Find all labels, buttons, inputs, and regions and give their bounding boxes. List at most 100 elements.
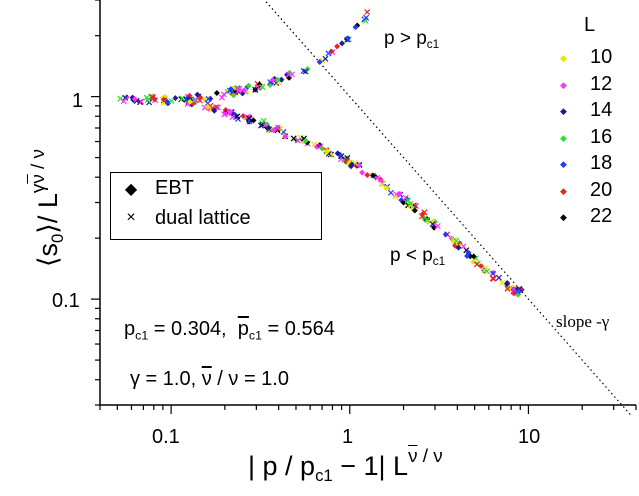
- size-legend-label: 18: [590, 152, 613, 174]
- cross-stroke: [364, 9, 371, 16]
- cross-stroke: [290, 135, 297, 142]
- data-point-diamond: [278, 76, 285, 83]
- data-point-diamond: [245, 82, 252, 89]
- data-point-diamond: [186, 98, 193, 105]
- cross-stroke: [412, 202, 419, 210]
- data-point-cross: [325, 50, 332, 57]
- cross-stroke: [260, 117, 267, 124]
- cross-stroke: [363, 14, 370, 21]
- data-point-cross: [218, 94, 225, 101]
- annotation-gamma: γ = 1.0, ν / ν = 1.0: [130, 368, 289, 390]
- cross-stroke: [463, 247, 470, 254]
- x-axis-label: | p / pc1 − 1| Lν / ν: [248, 446, 443, 486]
- cross-stroke: [144, 97, 151, 104]
- data-point-diamond: [370, 172, 377, 179]
- cross-stroke: [245, 115, 253, 122]
- cross-stroke: [453, 237, 460, 244]
- data-point-cross: [168, 97, 175, 105]
- data-point-cross: [226, 87, 233, 94]
- cross-stroke: [495, 274, 502, 281]
- cross-stroke: [259, 84, 266, 91]
- y-tick-label-0.1: 0.1: [52, 290, 80, 312]
- cross-stroke: [429, 221, 436, 228]
- data-point-diamond: [207, 95, 214, 102]
- cross-stroke: [325, 150, 332, 157]
- cross-stroke: [149, 94, 156, 101]
- data-point-diamond: [302, 137, 309, 144]
- data-point-diamond: [316, 58, 323, 65]
- cross-stroke: [418, 213, 425, 220]
- cross-icon: ×: [126, 209, 136, 226]
- data-point-diamond: [323, 148, 330, 155]
- cross-stroke: [317, 143, 324, 150]
- data-point-diamond: [334, 43, 341, 50]
- data-point-diamond: [270, 127, 277, 134]
- cross-stroke: [504, 284, 511, 291]
- diamond-icon: ◆: [560, 159, 567, 169]
- diamond-icon: ◆: [560, 212, 567, 222]
- cross-stroke: [294, 137, 301, 144]
- data-point-cross: [143, 94, 150, 101]
- slope-label: slope -γ: [556, 312, 610, 331]
- data-point-diamond: [274, 76, 281, 83]
- data-point-cross: [234, 113, 241, 120]
- size-legend: L ◆ 10 ◆ 12 ◆ 14 ◆ 16 ◆ 18 ◆ 20 ◆ 22: [560, 14, 639, 254]
- data-point-cross: [245, 115, 253, 122]
- cross-stroke: [168, 97, 175, 105]
- cross-stroke: [489, 270, 496, 277]
- data-point-cross: [260, 117, 267, 124]
- cross-stroke: [404, 197, 411, 204]
- data-point-diamond: [442, 231, 449, 238]
- data-point-diamond: [172, 95, 179, 102]
- data-point-diamond: [269, 77, 276, 84]
- data-point-cross: [434, 223, 441, 230]
- cross-stroke: [122, 94, 129, 101]
- data-point-cross: [495, 274, 502, 281]
- data-point-cross: [259, 84, 266, 91]
- cross-stroke: [252, 86, 259, 93]
- data-point-cross: [412, 202, 419, 210]
- data-point-cross: [514, 288, 521, 295]
- data-point-cross: [481, 267, 488, 274]
- method-legend: ◆ EBT × dual lattice: [110, 172, 322, 240]
- cross-stroke: [226, 87, 233, 94]
- y-tick-label-1: 1: [72, 90, 84, 112]
- cross-stroke: [257, 122, 264, 129]
- size-legend-title: L: [584, 14, 596, 36]
- cross-stroke: [424, 216, 431, 223]
- data-points: [117, 9, 525, 298]
- data-point-diamond: [355, 162, 362, 169]
- data-point-diamond: [194, 91, 201, 98]
- annotation-pc1: pc1 = 0.304, pc1 = 0.564: [124, 318, 335, 343]
- data-point-cross: [120, 98, 127, 105]
- cross-stroke: [221, 111, 228, 118]
- cross-stroke: [179, 95, 186, 102]
- data-point-cross: [404, 197, 411, 204]
- data-point-diamond: [204, 103, 211, 110]
- data-point-cross: [236, 85, 243, 92]
- data-point-diamond: [339, 40, 346, 47]
- data-point-diamond: [348, 161, 355, 168]
- diamond-icon: ◆: [560, 132, 567, 143]
- data-point-cross: [257, 122, 264, 129]
- size-legend-label: 22: [590, 205, 613, 227]
- cross-stroke: [192, 96, 199, 104]
- data-point-cross: [117, 95, 124, 102]
- size-legend-entry-20: ◆ 20: [560, 179, 639, 203]
- data-point-cross: [379, 181, 386, 188]
- cross-stroke: [300, 135, 308, 142]
- data-point-diamond: [334, 150, 341, 157]
- data-point-diamond: [151, 96, 158, 103]
- data-point-cross: [205, 95, 212, 102]
- size-legend-label: 10: [590, 46, 613, 68]
- size-legend-entry-14: ◆ 14: [560, 99, 639, 123]
- data-point-diamond: [213, 90, 220, 97]
- cross-stroke: [236, 85, 243, 92]
- cross-stroke: [451, 236, 458, 243]
- cross-stroke: [387, 189, 394, 196]
- legend-entry-ebt: ◆ EBT: [111, 177, 321, 205]
- x-tick-label-10: 10: [518, 426, 541, 448]
- size-legend-label: 12: [590, 72, 613, 95]
- cross-stroke: [234, 113, 241, 120]
- cross-stroke: [229, 114, 236, 121]
